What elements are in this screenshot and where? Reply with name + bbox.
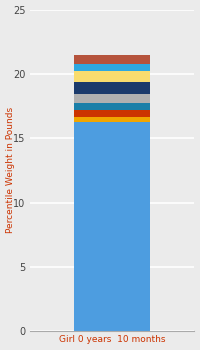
Bar bbox=[74, 117, 150, 121]
Bar bbox=[74, 94, 150, 104]
Bar bbox=[74, 110, 150, 117]
Bar bbox=[74, 55, 150, 64]
Bar bbox=[74, 104, 150, 110]
Bar bbox=[74, 121, 150, 331]
Bar bbox=[74, 64, 150, 71]
Bar bbox=[74, 82, 150, 94]
Y-axis label: Percentile Weight in Pounds: Percentile Weight in Pounds bbox=[6, 107, 15, 233]
Bar bbox=[74, 71, 150, 82]
